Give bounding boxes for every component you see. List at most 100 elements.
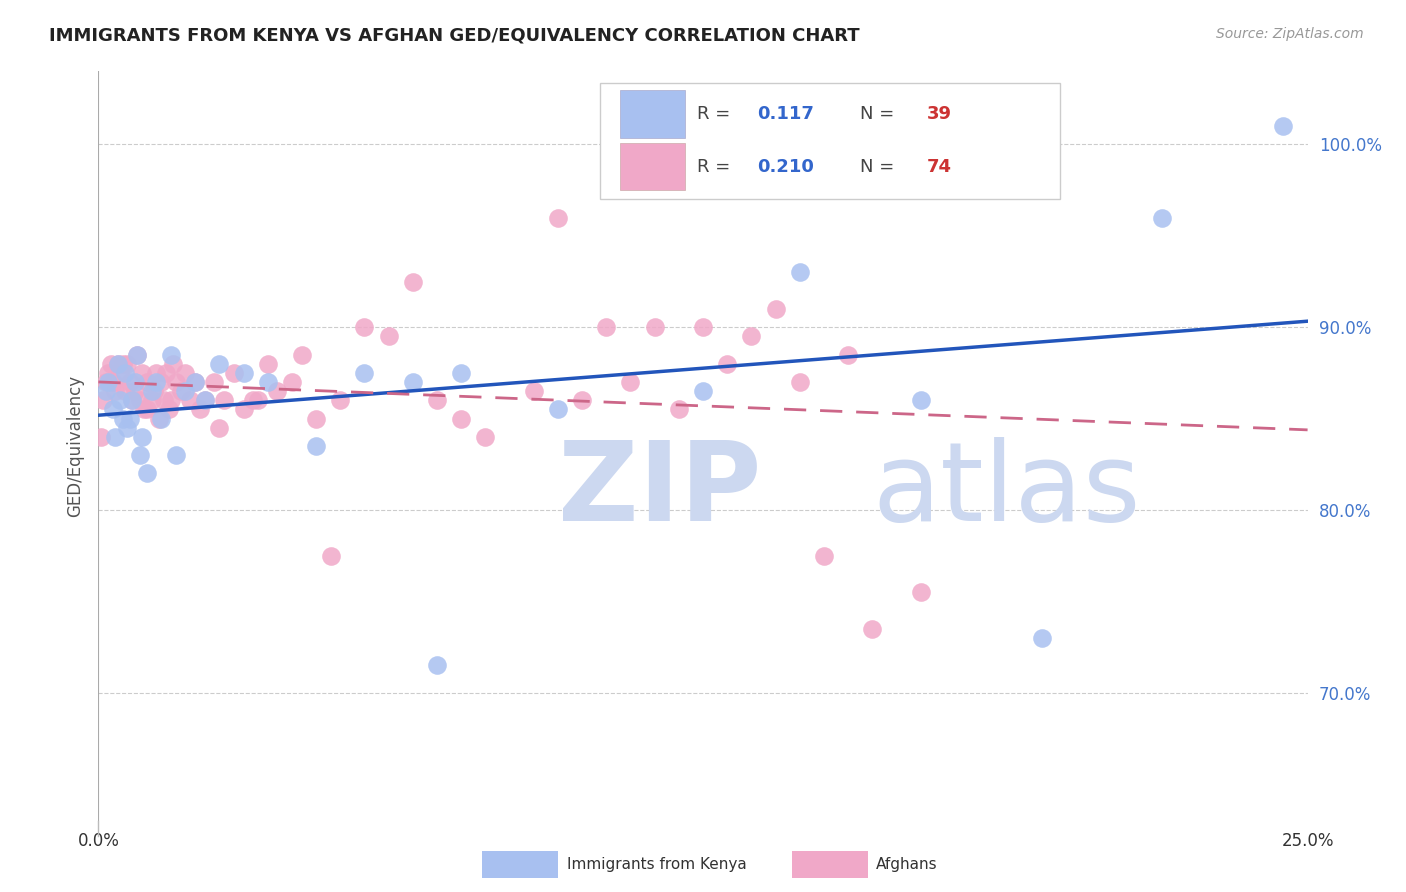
- Point: [145, 375, 167, 389]
- Text: N =: N =: [860, 158, 900, 176]
- Point: [135, 467, 157, 481]
- Point: [222, 366, 245, 380]
- Point: [329, 393, 352, 408]
- Point: [131, 366, 153, 380]
- Point: [194, 393, 217, 408]
- Text: atlas: atlas: [872, 437, 1140, 544]
- Text: IMMIGRANTS FROM KENYA VS AFGHAN GED/EQUIVALENCY CORRELATION CHART: IMMIGRANTS FROM KENYA VS AFGHAN GED/EQUI…: [49, 27, 860, 45]
- Point: [174, 366, 197, 380]
- Point: [124, 384, 146, 399]
- Point: [131, 430, 153, 444]
- Point: [97, 366, 120, 380]
- Text: R =: R =: [697, 105, 735, 123]
- Point: [204, 375, 226, 389]
- Point: [165, 375, 187, 389]
- Point: [104, 384, 127, 399]
- Point: [148, 411, 170, 425]
- Point: [150, 375, 173, 389]
- Point: [128, 393, 150, 408]
- Point: [319, 549, 342, 563]
- Text: 0.117: 0.117: [758, 105, 814, 123]
- Text: Afghans: Afghans: [876, 857, 938, 871]
- Point: [247, 393, 270, 408]
- Point: [571, 393, 593, 408]
- Point: [1031, 631, 1053, 645]
- Point: [169, 384, 191, 399]
- Text: ZIP: ZIP: [558, 437, 761, 544]
- Point: [184, 375, 207, 389]
- Point: [150, 411, 173, 425]
- Point: [111, 411, 134, 425]
- Point: [121, 393, 143, 408]
- Point: [208, 357, 231, 371]
- Point: [135, 402, 157, 417]
- Point: [90, 430, 112, 444]
- Text: 0.210: 0.210: [758, 158, 814, 176]
- Point: [305, 411, 328, 425]
- Point: [813, 549, 835, 563]
- Point: [1152, 211, 1174, 225]
- Point: [716, 357, 738, 371]
- Text: 74: 74: [927, 158, 952, 176]
- Point: [165, 448, 187, 462]
- Point: [426, 393, 449, 408]
- Point: [256, 357, 278, 371]
- Point: [194, 393, 217, 408]
- Point: [91, 393, 114, 408]
- Point: [118, 375, 141, 389]
- Point: [450, 411, 472, 425]
- Point: [124, 375, 146, 389]
- Point: [111, 357, 134, 371]
- Point: [860, 622, 883, 636]
- Point: [160, 393, 183, 408]
- Point: [174, 384, 197, 399]
- Point: [108, 393, 131, 408]
- Point: [644, 320, 666, 334]
- Point: [94, 375, 117, 389]
- Text: Immigrants from Kenya: Immigrants from Kenya: [567, 857, 747, 871]
- Point: [143, 384, 166, 399]
- Point: [117, 421, 139, 435]
- Point: [232, 402, 254, 417]
- Point: [692, 320, 714, 334]
- Point: [242, 393, 264, 408]
- Point: [353, 320, 375, 334]
- Point: [353, 366, 375, 380]
- Point: [117, 357, 139, 371]
- Point: [145, 366, 167, 380]
- Point: [155, 366, 177, 380]
- Y-axis label: GED/Equivalency: GED/Equivalency: [66, 375, 84, 517]
- Point: [160, 348, 183, 362]
- Point: [114, 384, 136, 399]
- Point: [108, 366, 131, 380]
- Point: [402, 375, 425, 389]
- Point: [547, 211, 569, 225]
- Point: [94, 384, 117, 399]
- Text: Source: ZipAtlas.com: Source: ZipAtlas.com: [1216, 27, 1364, 41]
- Point: [523, 384, 546, 399]
- Point: [789, 375, 811, 389]
- Point: [141, 384, 163, 399]
- Point: [692, 384, 714, 399]
- Point: [789, 265, 811, 279]
- Point: [547, 402, 569, 417]
- Point: [668, 402, 690, 417]
- Point: [101, 402, 124, 417]
- Point: [162, 357, 184, 371]
- Text: R =: R =: [697, 158, 735, 176]
- Point: [107, 357, 129, 371]
- Point: [256, 375, 278, 389]
- Point: [305, 439, 328, 453]
- Point: [141, 393, 163, 408]
- Point: [127, 348, 149, 362]
- Point: [402, 275, 425, 289]
- Point: [290, 348, 312, 362]
- Point: [157, 402, 180, 417]
- Point: [100, 357, 122, 371]
- Point: [104, 430, 127, 444]
- FancyBboxPatch shape: [600, 83, 1060, 199]
- Point: [910, 585, 932, 599]
- Point: [232, 366, 254, 380]
- Point: [188, 402, 211, 417]
- Point: [152, 393, 174, 408]
